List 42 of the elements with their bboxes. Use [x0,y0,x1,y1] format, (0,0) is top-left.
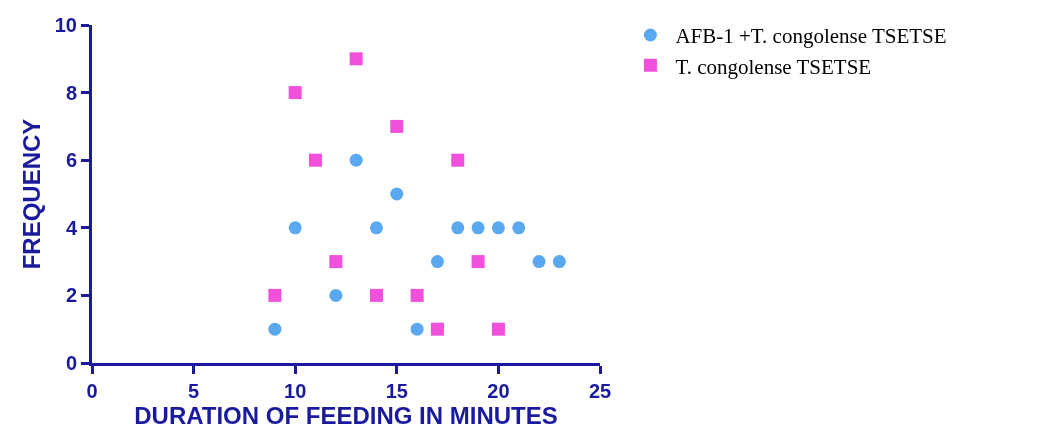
y-axis-title: FREQUENCY [17,118,45,270]
point [369,221,383,235]
y-tick-label: 6 [65,149,77,172]
x-tick-label: 25 [588,380,612,402]
point [288,221,302,235]
point [390,119,404,133]
point [349,153,363,167]
x-tick-label: 20 [487,380,510,402]
y-tick-label: 10 [54,14,77,36]
y-tick-label: 0 [65,352,77,374]
y-tick-label: 2 [65,284,77,307]
x-tick-label: 5 [188,380,200,402]
point [349,52,363,66]
y-tick-label: 8 [65,81,77,104]
point [410,288,424,302]
point [268,322,282,336]
point [288,86,302,100]
point [512,221,526,235]
point [329,288,343,302]
point [552,255,566,269]
point [369,288,383,302]
x-tick-label: 10 [284,380,307,402]
legend-label: AFB-1 +T. congolense TSETSE [675,24,947,49]
point [430,322,444,336]
point [471,221,485,235]
point [309,153,323,167]
point [451,153,465,167]
x-tick-label: 0 [86,380,98,402]
point [451,221,465,235]
point [471,255,485,269]
point [329,255,343,269]
point [532,255,546,269]
legend-label: T. congolense TSETSE [675,54,872,79]
point [491,221,505,235]
point [430,255,444,269]
x-tick-label: 15 [385,380,408,402]
point [390,187,404,201]
point [268,288,282,302]
point [491,322,505,336]
x-axis-title: DURATION OF FEEDING IN MINUTES [134,402,558,429]
y-tick-label: 4 [65,216,78,239]
point [410,322,424,336]
